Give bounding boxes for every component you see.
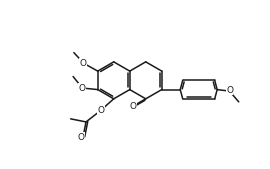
Text: O: O (97, 106, 104, 115)
Text: O: O (78, 83, 85, 93)
Text: O: O (77, 133, 84, 142)
Text: O: O (226, 86, 233, 95)
Text: O: O (129, 102, 136, 111)
Text: O: O (80, 59, 87, 68)
